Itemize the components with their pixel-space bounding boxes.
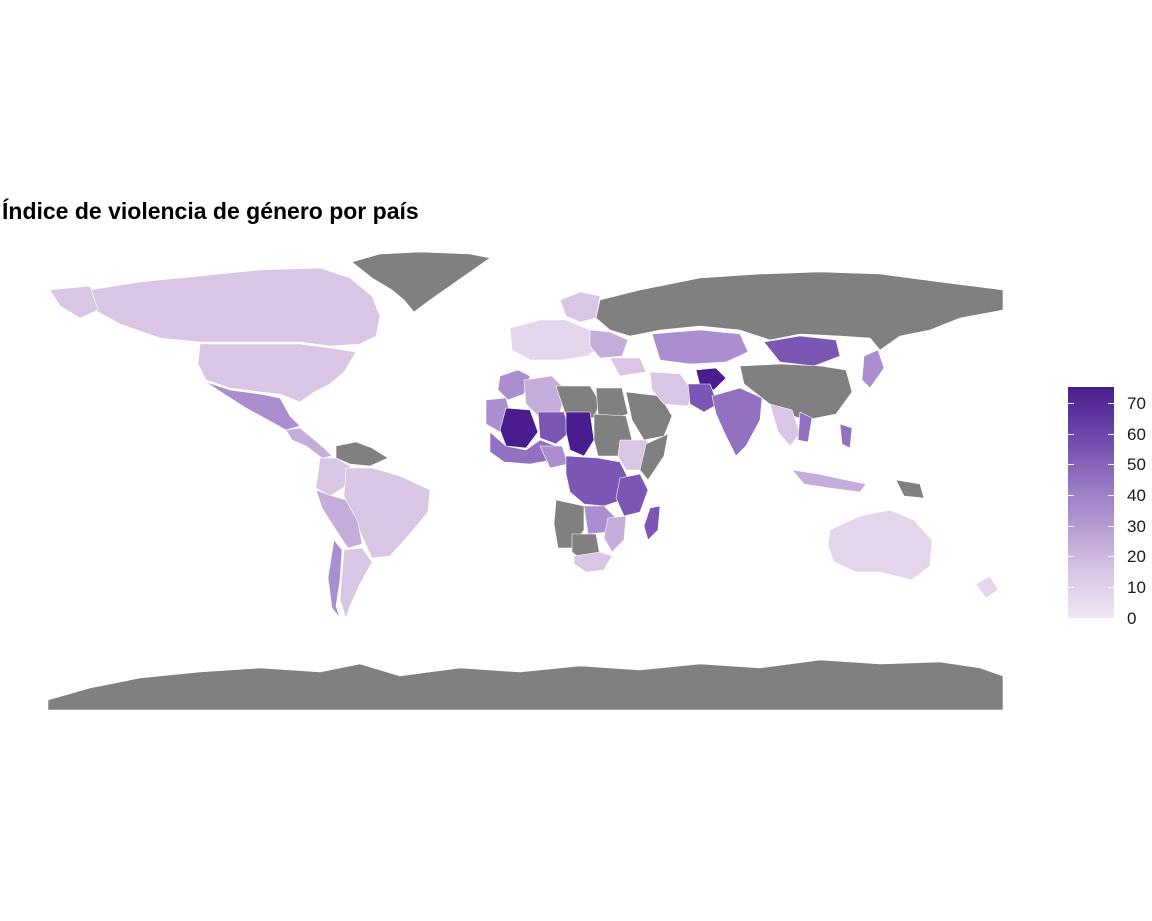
legend-label: 20 [1127, 547, 1146, 566]
legend-tick [1068, 434, 1074, 435]
country-russia [595, 271, 1004, 351]
country-papua [895, 479, 925, 499]
country-chad [565, 411, 595, 457]
country-australia [827, 509, 933, 581]
legend-tick [1068, 556, 1074, 557]
country-argentina [339, 547, 373, 619]
country-mozambique [603, 515, 627, 553]
legend-tick [1108, 403, 1114, 404]
legend-tick [1108, 434, 1114, 435]
country-philippines [839, 423, 853, 449]
legend-label: 60 [1127, 425, 1146, 444]
country-libya [555, 385, 601, 419]
country-south-africa [573, 551, 613, 573]
country-pakistan [687, 383, 719, 413]
country-kazakhstan [651, 329, 749, 365]
legend-tick [1108, 556, 1114, 557]
legend-tick [1068, 587, 1074, 588]
country-mali [499, 407, 539, 449]
legend-tick [1068, 464, 1074, 465]
legend-label: 70 [1127, 394, 1146, 413]
legend-tick [1108, 587, 1114, 588]
country-indonesia [791, 469, 867, 493]
country-madagascar [643, 505, 661, 541]
country-antarctica [47, 659, 1004, 711]
legend-label: 30 [1127, 517, 1146, 536]
country-myanmar-thailand [769, 403, 801, 447]
country-mexico [205, 381, 301, 431]
country-peru [315, 489, 363, 549]
legend-label: 10 [1127, 578, 1146, 597]
legend-tick [1068, 526, 1074, 527]
legend-tick [1068, 403, 1074, 404]
legend-label: 50 [1127, 455, 1146, 474]
country-iran [649, 371, 695, 407]
country-scandinavia [559, 291, 601, 323]
country-morocco [497, 369, 531, 401]
chart-title: Índice de violencia de género por país [2, 198, 419, 224]
country-western-europe [509, 319, 601, 361]
country-new-zealand [975, 575, 999, 599]
country-niger [537, 411, 571, 445]
country-turkey [609, 357, 647, 377]
country-vietnam [797, 411, 813, 443]
country-china [739, 363, 853, 421]
country-usa-alaska [49, 285, 99, 319]
legend-tick [1108, 495, 1114, 496]
country-india [711, 387, 763, 457]
legend-tick [1108, 464, 1114, 465]
legend-label: 40 [1127, 486, 1146, 505]
country-kenya-tanzania [615, 473, 649, 517]
legend-tick [1108, 526, 1114, 527]
country-central-africa [565, 455, 629, 507]
country-central-america [285, 427, 333, 459]
country-usa [197, 343, 357, 403]
legend-colorbar [1068, 387, 1114, 618]
country-mongolia [763, 335, 841, 367]
country-canada [89, 267, 381, 347]
country-eastern-europe [589, 329, 629, 359]
country-greenland [351, 251, 491, 313]
country-chile [327, 539, 343, 619]
country-japan [861, 349, 885, 389]
legend-tick [1068, 495, 1074, 496]
legend-label: 0 [1127, 609, 1137, 628]
